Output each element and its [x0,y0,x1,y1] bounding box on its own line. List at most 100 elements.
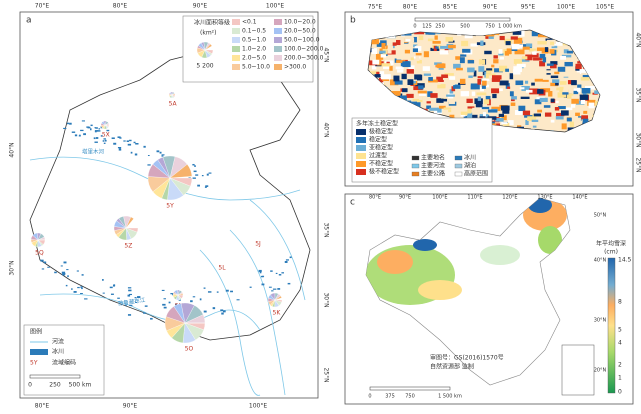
legend-swatch [274,37,282,43]
permafrost-cell [466,98,473,103]
permafrost-cell [563,49,569,54]
permafrost-cell [602,100,609,105]
permafrost-cell [513,37,523,44]
permafrost-cell [575,63,582,70]
permafrost-cell [486,60,492,66]
permafrost-cell [566,117,572,122]
permafrost-cell [448,101,455,105]
permafrost-cell [437,107,442,113]
permafrost-cell [426,101,431,104]
permafrost-cell [481,106,490,110]
permafrost-cell [384,106,394,110]
permafrost-cell [438,105,446,109]
permafrost-cell [432,40,441,44]
permafrost-cell [576,87,581,92]
glacier [221,312,224,315]
pie-wedge [204,43,213,51]
permafrost-cell [396,60,406,63]
scale-label: 125 [422,24,432,30]
glacier [127,287,132,289]
lon-label: 110°E [467,195,482,201]
permafrost-cell [529,88,539,95]
permafrost-cell [485,35,490,39]
legend-label: 20.0~50.0 [284,28,316,35]
permafrost-cell [596,56,600,62]
lat-label: 50°N [594,213,607,219]
glacier [104,139,107,142]
permafrost-cell [594,80,600,85]
permafrost-cell [459,78,466,85]
permafrost-cell [590,57,599,64]
permafrost-cell [477,96,482,101]
permafrost-cell [550,41,555,45]
lon-label: 100°E [432,195,447,201]
permafrost-cell [581,88,591,94]
permafrost-cell [419,93,426,96]
permafrost-cell [492,75,502,80]
permafrost-cell [437,57,441,63]
permafrost-cell [413,44,418,48]
permafrost-cell [581,44,588,50]
permafrost-cell [560,55,567,60]
glacier [129,304,133,307]
permafrost-cell [546,70,553,74]
basin-code: 5K [273,310,282,317]
permafrost-cell [589,67,595,72]
glacier [205,185,209,187]
colorbar-title: 年平均雪深 [596,240,626,248]
permafrost-cell [382,112,391,116]
permafrost-cell [512,30,522,35]
permafrost-cell [569,121,575,128]
permafrost-cell [474,98,483,105]
permafrost-cell [491,121,495,125]
permafrost-cell [596,123,600,126]
permafrost-cell [379,33,386,38]
permafrost-cell [482,80,487,86]
permafrost-cell [401,73,407,80]
permafrost-cell [525,119,529,125]
map-note: 自然资源部 监制 [430,363,474,371]
permafrost-cell [589,30,596,32]
snow-map [366,198,567,305]
legend-label: 0.1~0.5 [242,28,266,35]
permafrost-cell [499,80,509,86]
glacier [270,270,273,272]
permafrost-cell [413,36,423,41]
permafrost-cell [559,81,567,85]
permafrost-cell [415,55,420,61]
glacier [80,129,84,132]
permafrost-cell [422,66,430,71]
permafrost-cell [413,86,423,91]
glacier [175,303,177,306]
permafrost-cell [542,79,549,82]
permafrost-cell [418,35,424,41]
permafrost-cell [542,127,552,130]
permafrost-cell [539,53,546,59]
glacier [93,137,96,140]
permafrost-cell [410,101,418,105]
glacier [43,261,47,264]
permafrost-cell [576,100,585,105]
glacier [277,288,281,290]
permafrost-cell [371,48,378,54]
permafrost-cell [476,92,487,96]
glacier [111,137,115,140]
permafrost-cell [555,81,559,86]
permafrost-cell [368,92,371,98]
glacier [127,143,132,146]
scale-label: 0 [28,382,32,389]
permafrost-cell [550,64,557,69]
panel-b-frame [344,11,634,187]
permafrost-cell [390,113,396,119]
lon-label: 90°E [193,3,208,10]
lon-label: 100°E [266,3,284,10]
permafrost-cell [467,108,472,114]
permafrost-cell [531,51,537,55]
glacier [163,306,167,309]
permafrost-cell [464,35,473,39]
permafrost-cell [503,130,512,132]
lon-label: 90°E [399,195,411,201]
permafrost-cell [537,41,547,45]
permafrost-cell [486,67,492,74]
glacier [80,286,83,288]
